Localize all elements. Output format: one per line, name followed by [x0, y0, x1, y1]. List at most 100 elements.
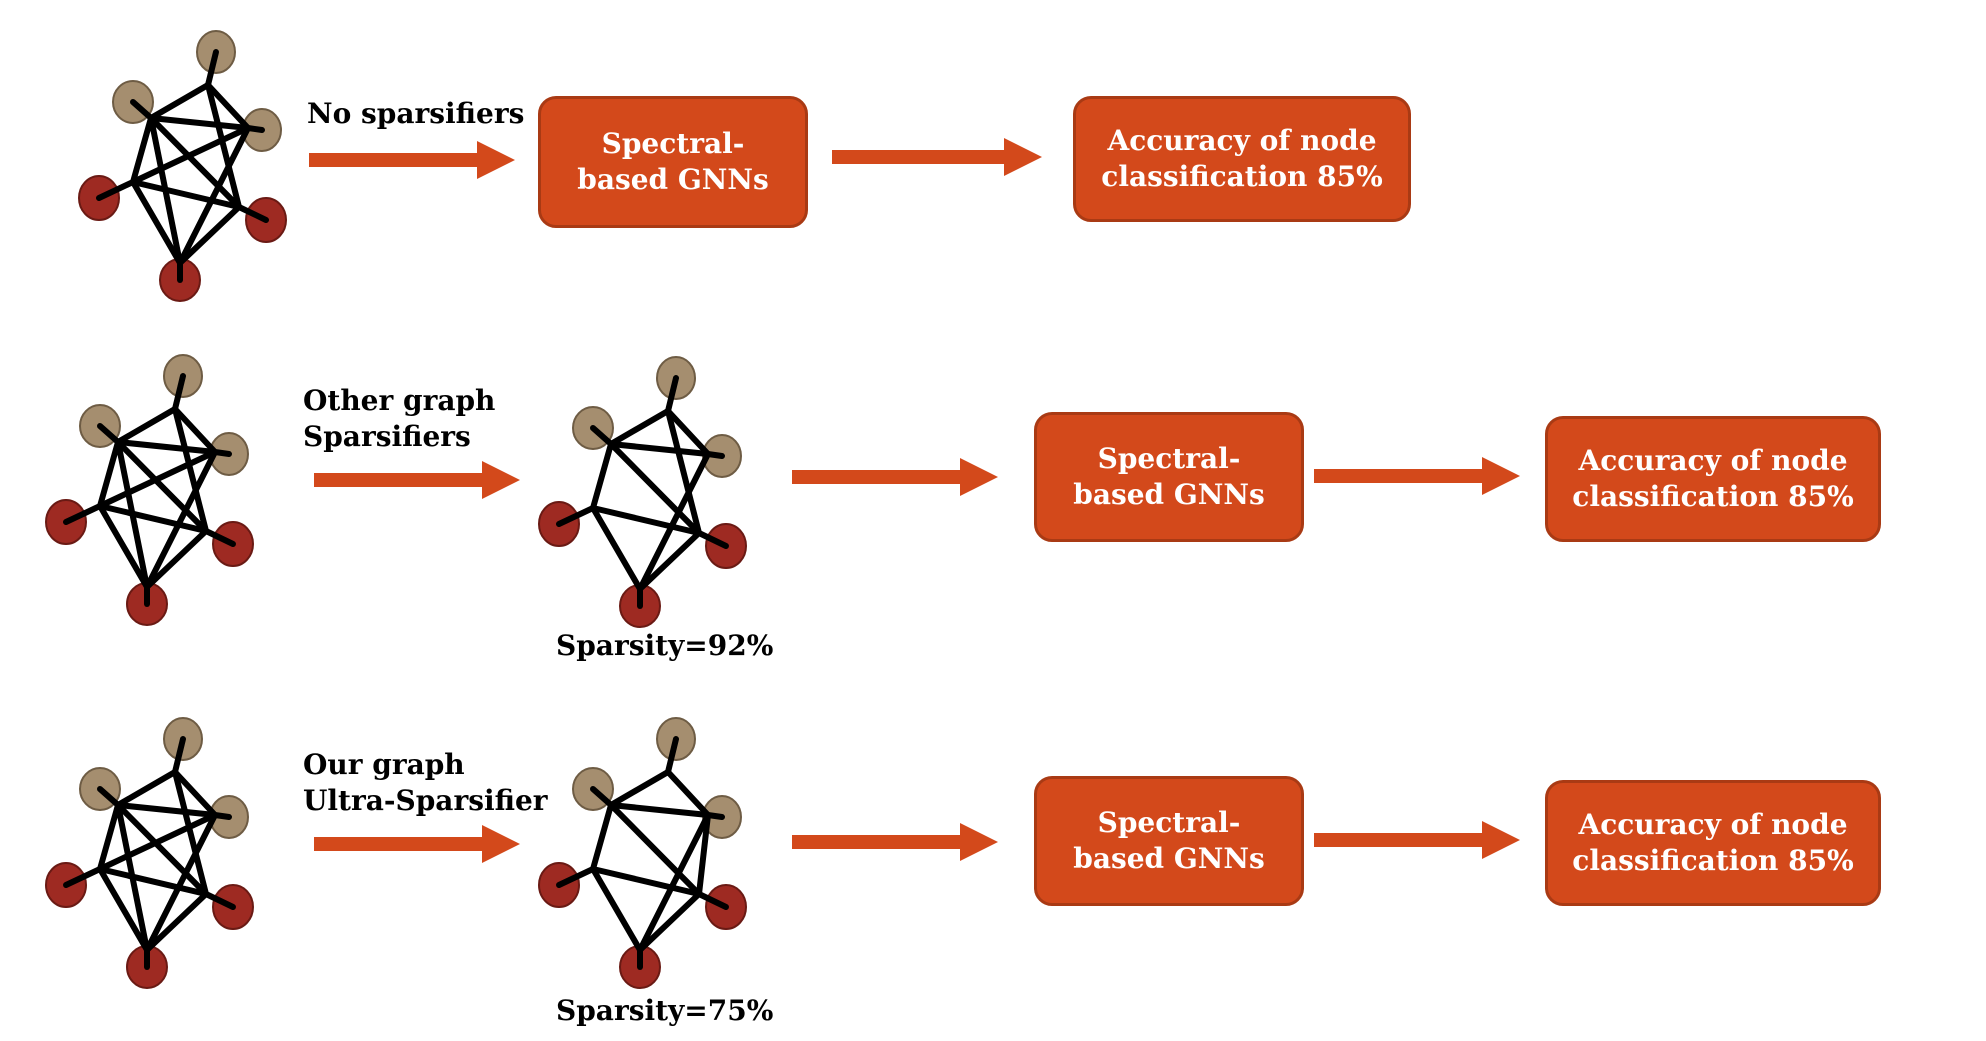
- arrow-head: [482, 461, 520, 499]
- result-box-line: classification 85%: [1572, 480, 1854, 513]
- method-label-line: No sparsifiers: [307, 97, 525, 130]
- graph-edge: [637, 451, 711, 592]
- graph-edge: [97, 503, 150, 590]
- graph-edge: [115, 802, 209, 897]
- input-graph-row2: [45, 354, 254, 626]
- arrow-shaft: [314, 473, 484, 487]
- graph-edge: [115, 439, 150, 590]
- graph-edge: [148, 82, 211, 121]
- graph-edge: [172, 406, 209, 534]
- flow-arrow: [309, 141, 515, 179]
- graph-edge: [637, 530, 702, 592]
- graph-edge: [590, 786, 614, 808]
- graph-edge: [130, 125, 251, 185]
- graph-edge: [556, 866, 596, 888]
- gnn-box-line: based GNNs: [577, 163, 769, 196]
- flow-arrow: [832, 138, 1042, 176]
- graph-edge: [148, 115, 251, 131]
- graph-edge: [144, 812, 218, 953]
- graph-edge: [590, 441, 614, 511]
- method-label-none: No sparsifiers: [307, 96, 524, 132]
- graph-edge: [172, 736, 186, 775]
- graph-edge: [144, 891, 209, 953]
- graph-edge: [130, 99, 154, 121]
- graph-edge: [203, 891, 236, 910]
- graph-edge: [115, 439, 209, 534]
- graph-edge: [608, 802, 711, 818]
- graph-edge: [608, 802, 702, 897]
- graph-edge: [665, 408, 711, 457]
- arrow-shaft: [792, 835, 962, 849]
- method-label-line: Other graph: [303, 384, 496, 417]
- graph-edge: [205, 49, 219, 88]
- arrow-head: [1482, 457, 1520, 495]
- graph-edge: [177, 125, 251, 266]
- graph-edge: [130, 179, 242, 210]
- result-box-row1: Accuracy of node classification 85%: [1073, 96, 1411, 222]
- graph-edge: [177, 204, 242, 266]
- method-label-other: Other graph Sparsifiers: [303, 383, 495, 455]
- method-label-line: Our graph: [303, 748, 465, 781]
- gnn-box-line: Spectral-: [1097, 806, 1241, 839]
- graph-edge: [608, 441, 702, 536]
- gnn-box-line: based GNNs: [1073, 478, 1265, 511]
- arrow-shaft: [314, 837, 484, 851]
- flow-arrow: [792, 823, 998, 861]
- sparsified-graph-row2: [538, 356, 747, 628]
- graph-edge: [665, 408, 702, 536]
- graph-edge: [97, 423, 121, 445]
- input-graph-row3: [45, 717, 254, 989]
- arrow-head: [482, 825, 520, 863]
- arrow-head: [1482, 821, 1520, 859]
- graph-edge: [97, 786, 121, 808]
- flow-arrow: [314, 825, 520, 863]
- result-box-line: Accuracy of node: [1578, 808, 1848, 841]
- graph-edge: [115, 802, 150, 953]
- graph-edge: [172, 769, 218, 818]
- graph-edge: [637, 812, 711, 953]
- graph-edge: [590, 505, 702, 536]
- flow-arrow: [1314, 821, 1520, 859]
- graph-edge: [97, 449, 218, 509]
- arrow-shaft: [792, 470, 962, 484]
- graph-edge: [608, 441, 711, 457]
- graph-edge: [97, 503, 209, 534]
- graph-edge: [590, 866, 643, 953]
- graph-edge: [203, 528, 236, 547]
- method-label-line: Ultra-Sparsifier: [303, 784, 548, 817]
- graph-edge: [63, 503, 103, 525]
- arrow-head: [477, 141, 515, 179]
- graph-edge: [590, 802, 614, 872]
- graph-edge: [665, 769, 711, 818]
- graph-edge: [205, 82, 251, 131]
- graph-edge: [130, 179, 183, 266]
- arrow-shaft: [1314, 469, 1484, 483]
- gnn-box-line: Spectral-: [601, 127, 745, 160]
- graph-edge: [556, 505, 596, 527]
- method-label-ours: Our graph Ultra-Sparsifier: [303, 747, 548, 819]
- graph-edge: [97, 802, 121, 872]
- graph-edge: [665, 736, 679, 775]
- graph-edge: [115, 802, 218, 818]
- method-label-line: Sparsifiers: [303, 420, 471, 453]
- graph-edge: [665, 375, 679, 414]
- result-box-line: Accuracy of node: [1107, 124, 1377, 157]
- graph-edge: [590, 505, 643, 592]
- graph-edge: [97, 812, 218, 872]
- result-box-row2: Accuracy of node classification 85%: [1545, 416, 1881, 542]
- graph-edge: [96, 179, 136, 201]
- arrow-head: [960, 823, 998, 861]
- graph-edge: [236, 204, 269, 223]
- result-box-row3: Accuracy of node classification 85%: [1545, 780, 1881, 906]
- result-box-line: Accuracy of node: [1578, 444, 1848, 477]
- input-graph-row1: [78, 30, 287, 302]
- graph-edge: [637, 891, 702, 953]
- sparsified-graph-row3: [538, 717, 747, 989]
- flow-arrow: [1314, 457, 1520, 495]
- graph-edge: [130, 115, 154, 185]
- gnn-box-line: Spectral-: [1097, 442, 1241, 475]
- graph-edge: [144, 449, 218, 590]
- graph-edge: [205, 82, 242, 210]
- graph-edge: [144, 528, 209, 590]
